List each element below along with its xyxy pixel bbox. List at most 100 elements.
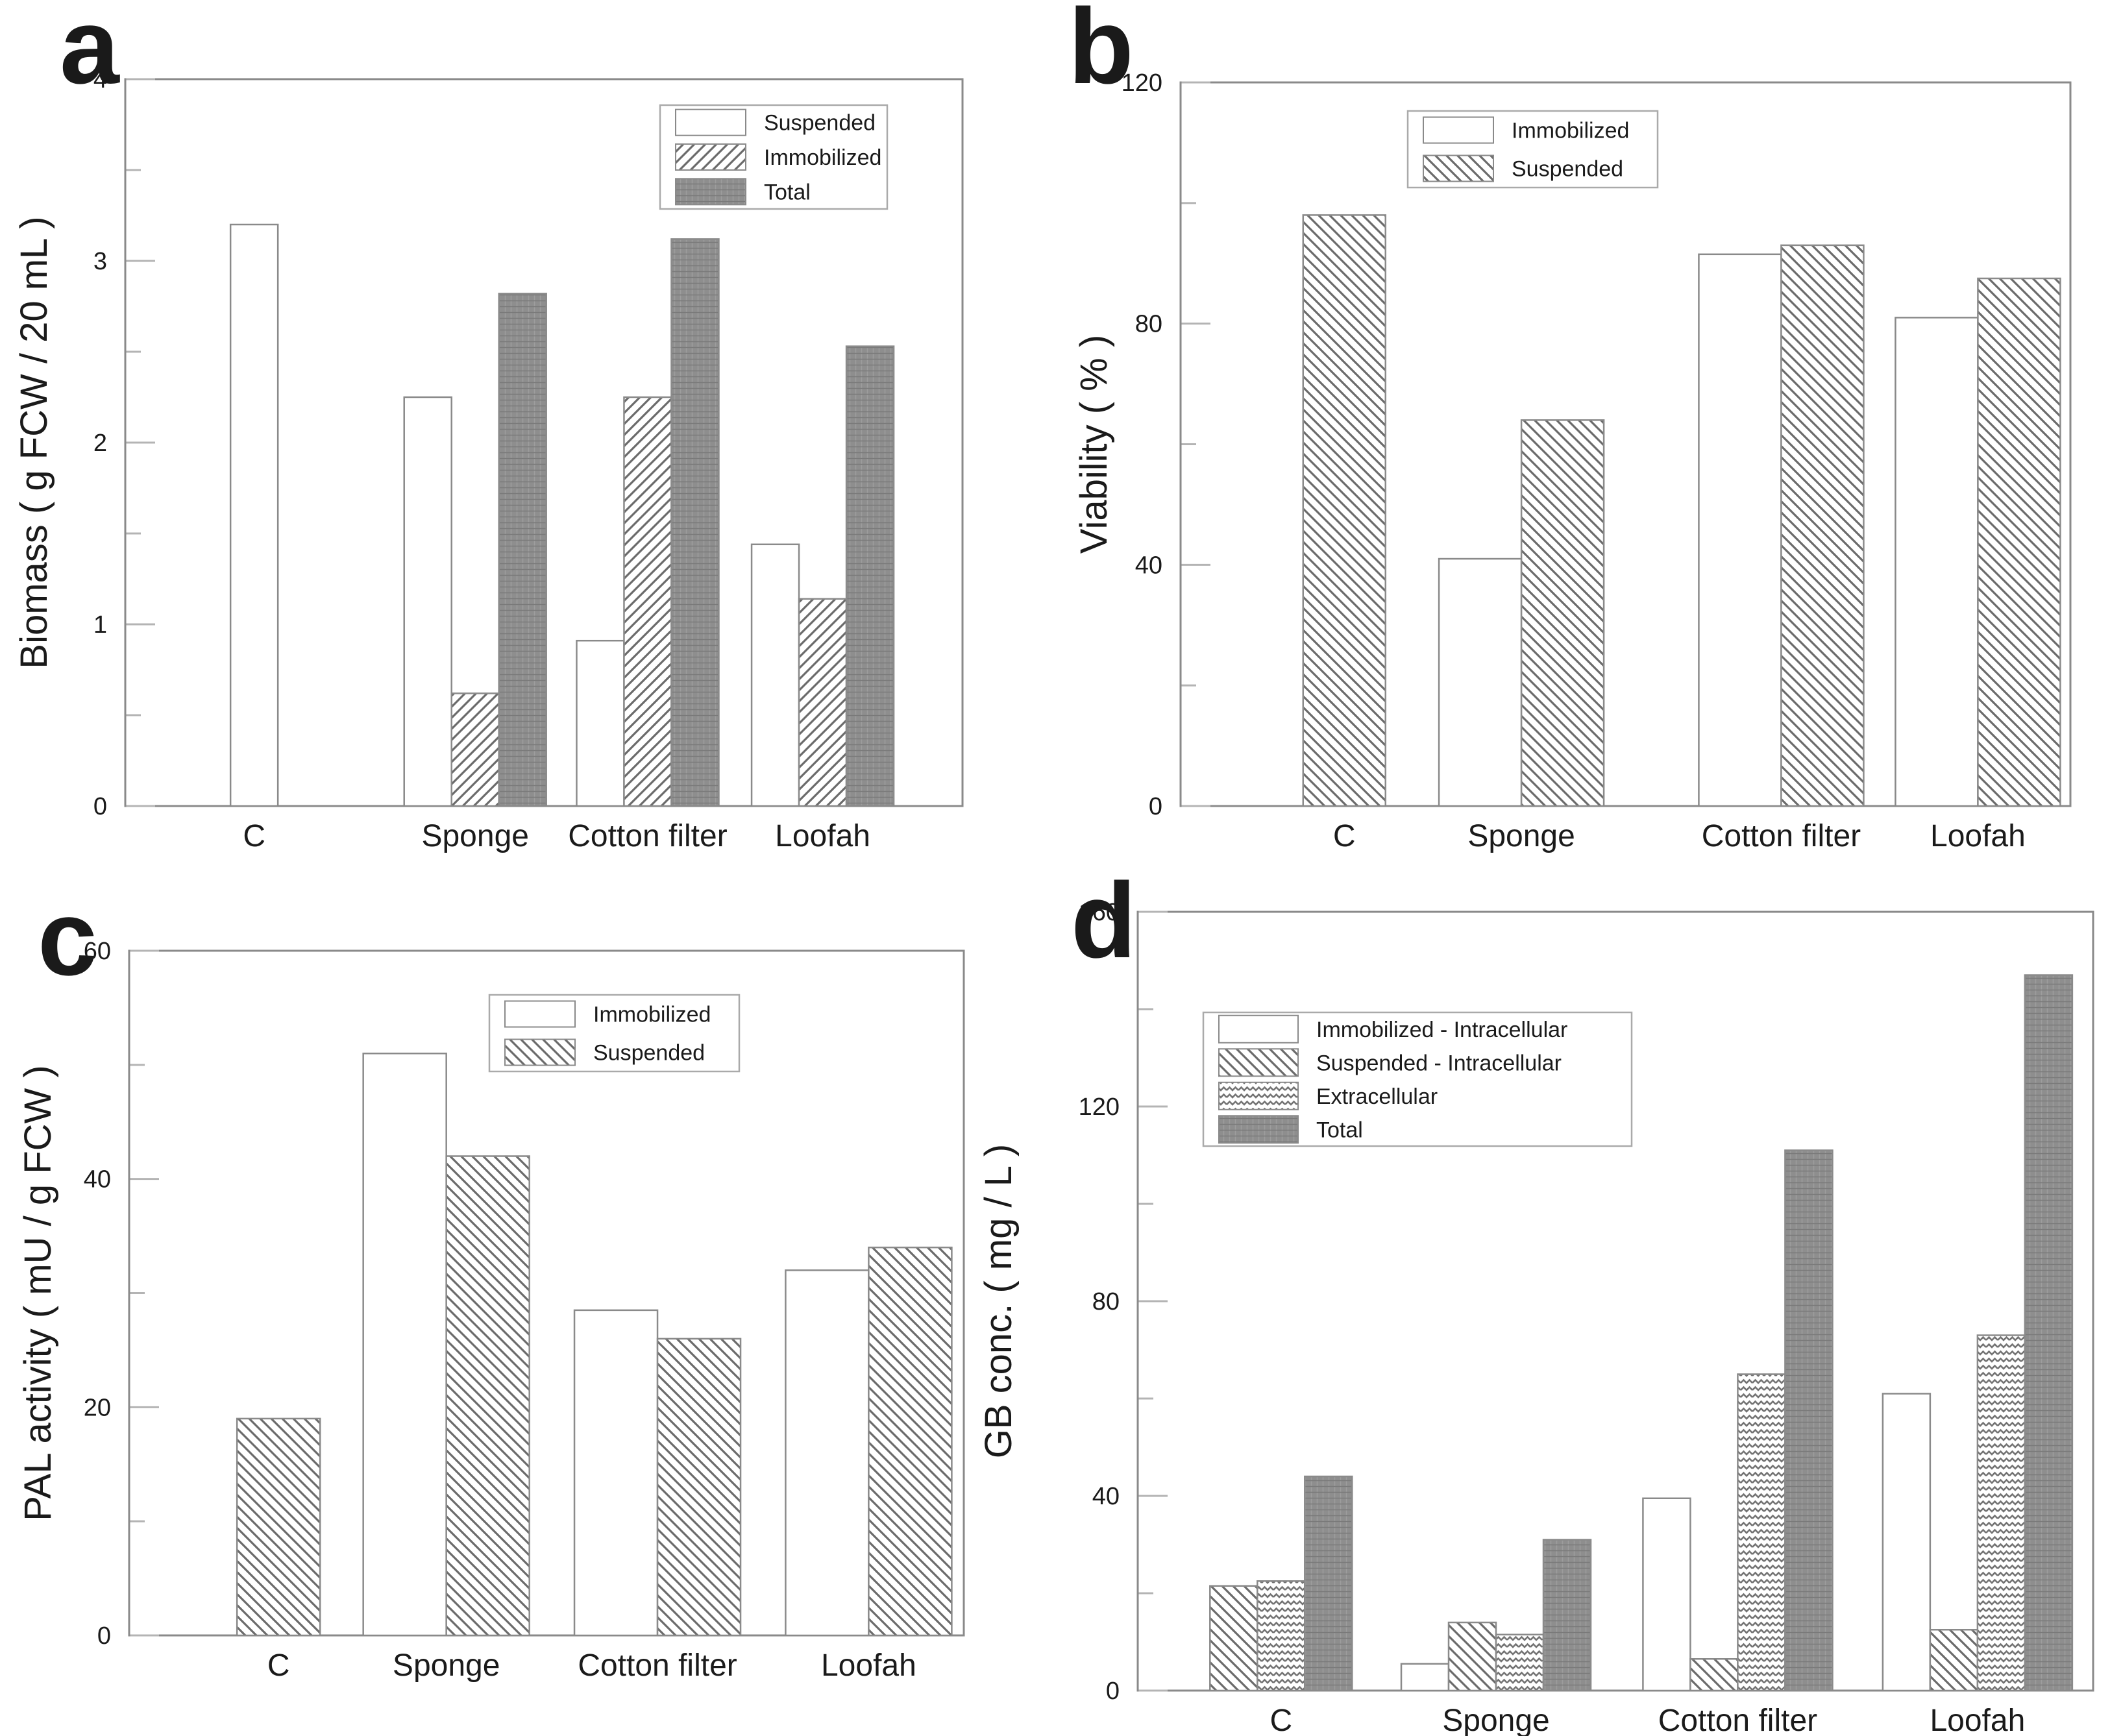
bar-immobilized-loofah	[785, 1269, 870, 1637]
y-tick-label: 20	[84, 1394, 111, 1421]
bar-suspended-cotton-filter	[656, 1338, 742, 1637]
y-tick-label: 60	[84, 938, 111, 965]
legend-label-suspended-intracellular: Suspended - Intracellular	[1316, 1051, 1562, 1075]
bar-total-c	[1304, 1475, 1353, 1692]
plot-border	[1179, 81, 2072, 807]
legend-swatch-immobilized-intracellular	[1218, 1014, 1299, 1044]
legend-swatch-suspended-intracellular	[1218, 1048, 1299, 1077]
x-category-label: Loofah	[821, 1648, 916, 1683]
panel-letter-b: b	[1068, 0, 1134, 106]
legend-swatch-suspended	[1423, 154, 1494, 182]
y-tick-label: 40	[1092, 1483, 1120, 1510]
bar-suspended-intracellular-cotton-filter	[1689, 1658, 1739, 1692]
legend-swatch-suspended	[675, 108, 746, 136]
x-category-label: Cotton filter	[578, 1648, 737, 1683]
bar-extracellular-loofah	[1976, 1334, 2026, 1692]
x-category-label: Sponge	[421, 819, 529, 853]
bar-immobilized-intracellular-cotton-filter	[1642, 1497, 1691, 1692]
bar-extracellular-cotton-filter	[1737, 1373, 1786, 1692]
bar-immobilized-sponge	[362, 1053, 447, 1637]
bar-immobilized-loofah	[798, 598, 848, 807]
x-category-label: C	[267, 1648, 290, 1683]
legend-label-immobilized: Immobilized	[764, 145, 881, 170]
panel-c: c 0 20 40 60 PAL activity ( mU / g FCW ) C Spon…	[17, 878, 965, 1683]
panel-a: a 0 1 2 3 4 Biomass ( g FCW / 20 mL ) C Sponge Co…	[13, 0, 964, 853]
legend-swatch-total	[1218, 1115, 1299, 1144]
y-axis-title: Biomass ( g FCW / 20 mL )	[13, 216, 55, 668]
bar-suspended-cotton-filter	[1780, 244, 1865, 807]
bar-suspended-intracellular-sponge	[1447, 1621, 1497, 1692]
y-tick-label: 1	[93, 611, 107, 639]
x-category-label: C	[1270, 1704, 1292, 1736]
bar-immobilized-sponge	[1438, 557, 1523, 807]
plot-border	[1136, 911, 2094, 1692]
bar-total-cotton-filter	[1784, 1149, 1834, 1692]
legend-label-immobilized-intracellular: Immobilized - Intracellular	[1316, 1018, 1567, 1042]
legend-swatch-immobilized	[1423, 116, 1494, 144]
x-category-label: Loofah	[1930, 1704, 2025, 1736]
y-tick-label: 0	[1149, 793, 1162, 820]
bar-immobilized-sponge	[450, 692, 500, 807]
panel-letter-d: d	[1071, 861, 1136, 980]
y-tick-label: 2	[93, 430, 107, 457]
bar-suspended-intracellular-loofah	[1929, 1629, 1979, 1692]
legend-label-total: Total	[764, 180, 811, 204]
bar-suspended-c	[229, 223, 279, 807]
bar-total-sponge	[498, 293, 547, 807]
bar-suspended-sponge	[1520, 419, 1605, 807]
legend-swatch-suspended	[504, 1038, 576, 1066]
panel-letter-a: a	[60, 0, 120, 106]
legend-swatch-immobilized	[504, 1000, 576, 1028]
y-tick-label: 0	[97, 1622, 111, 1650]
x-category-label: Sponge	[1467, 819, 1575, 853]
legend-label-total: Total	[1316, 1118, 1363, 1142]
x-category-label: Sponge	[1442, 1704, 1550, 1736]
legend-swatch-total	[675, 178, 746, 206]
bar-suspended-cotton-filter	[576, 639, 625, 807]
bar-suspended-loofah	[868, 1246, 953, 1637]
y-tick-label: 40	[1135, 552, 1162, 579]
bar-immobilized-cotton-filter	[623, 396, 672, 807]
x-category-label: Loofah	[1930, 819, 2026, 853]
y-tick-label: 160	[1079, 899, 1120, 926]
y-tick-label: 120	[1122, 69, 1162, 97]
legend-swatch-immobilized	[675, 143, 746, 171]
y-tick-label: 80	[1135, 311, 1162, 338]
legend-label-immobilized: Immobilized	[1512, 119, 1629, 143]
bar-immobilized-cotton-filter	[573, 1309, 659, 1637]
legend-label-extracellular: Extracellular	[1316, 1084, 1438, 1109]
x-category-label: Cotton filter	[1702, 819, 1861, 853]
bar-total-cotton-filter	[670, 238, 720, 807]
bar-total-loofah	[2024, 974, 2074, 1692]
panel-b: b 0 40 80 120 Viability ( % ) C Sponge Cotton fi…	[1068, 0, 2072, 853]
bar-extracellular-c	[1257, 1580, 1306, 1692]
legend-swatch-extracellular	[1218, 1081, 1299, 1110]
bar-immobilized-intracellular-loofah	[1882, 1393, 1932, 1692]
bar-suspended-intracellular-c	[1209, 1585, 1258, 1692]
legend-label-suspended: Suspended	[1512, 157, 1623, 182]
bar-suspended-c	[236, 1417, 321, 1637]
legend-label-suspended: Suspended	[764, 111, 876, 136]
x-category-label: Loofah	[775, 819, 870, 853]
panel-letter-c: c	[38, 878, 97, 997]
legend-label-suspended: Suspended	[593, 1041, 705, 1066]
bar-suspended-loofah	[1977, 277, 2061, 807]
y-tick-label: 3	[93, 248, 107, 275]
x-category-label: Cotton filter	[1658, 1704, 1817, 1736]
y-tick-label: 0	[93, 793, 107, 820]
x-category-label: Sponge	[393, 1648, 500, 1683]
bar-extracellular-sponge	[1495, 1633, 1545, 1692]
plot-border	[128, 949, 965, 1637]
y-tick-label: 120	[1079, 1094, 1120, 1121]
bar-total-sponge	[1542, 1539, 1592, 1692]
y-tick-label: 0	[1106, 1678, 1120, 1705]
x-category-label: C	[243, 819, 265, 853]
legend-label-immobilized: Immobilized	[593, 1003, 711, 1027]
bar-immobilized-cotton-filter	[1698, 253, 1782, 807]
bar-suspended-sponge	[445, 1155, 530, 1637]
y-tick-label: 4	[93, 66, 107, 93]
panel-d: d 0 40 80 120 160 GB conc. ( mg / L ) C Sponge Co…	[977, 861, 2094, 1736]
x-category-label: C	[1333, 819, 1356, 853]
